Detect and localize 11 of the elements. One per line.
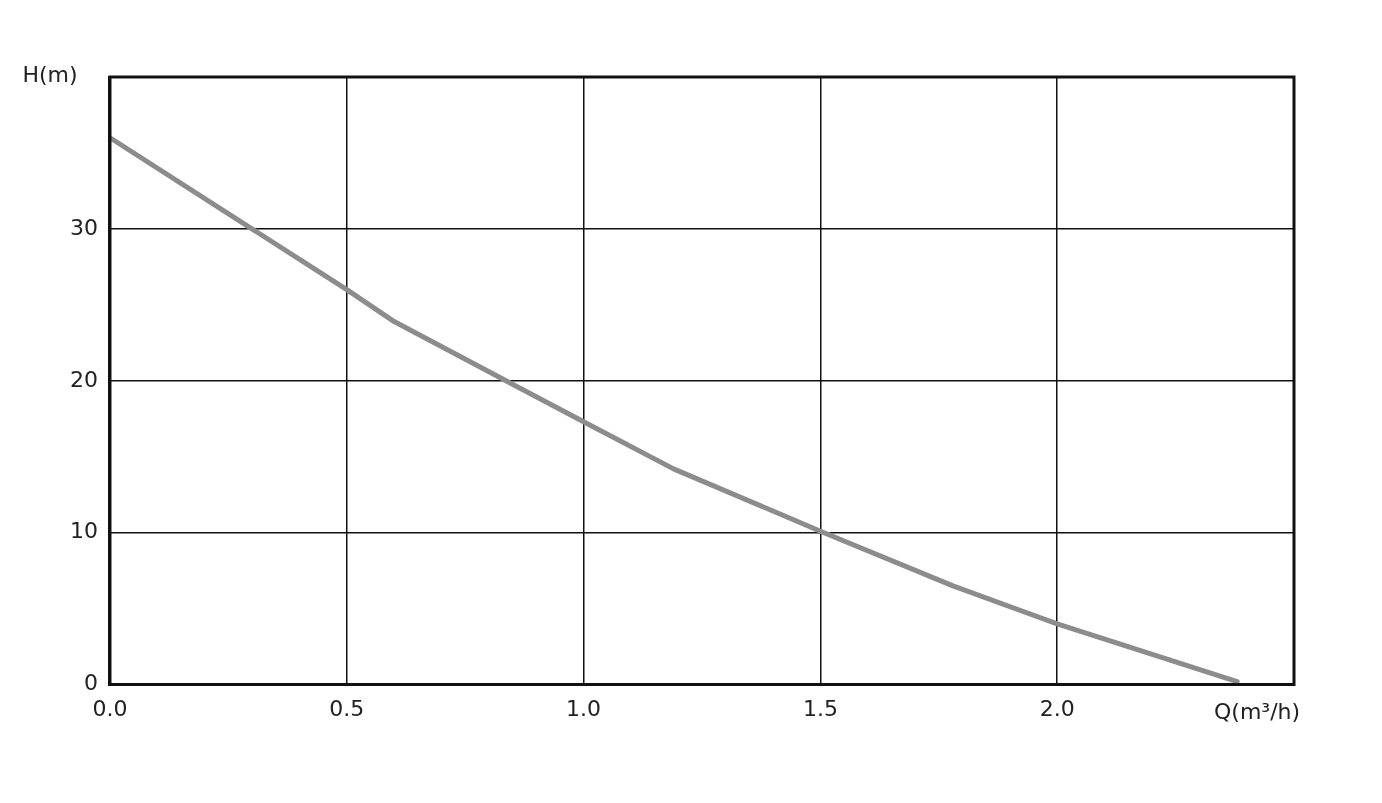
x-tick-label: 0.5 (329, 695, 365, 721)
x-tick-label: 1.0 (566, 695, 602, 721)
y-tick-label: 10 (69, 518, 98, 544)
y-axis-title: H(m) (22, 61, 78, 87)
y-tick-label: 0 (83, 670, 98, 696)
x-axis-title: Q(m³/h) (1214, 699, 1301, 725)
x-tick-label: 0.0 (92, 695, 128, 721)
y-tick-label: 30 (69, 214, 98, 240)
y-tick-label: 20 (69, 366, 98, 392)
x-tick-label: 2.0 (1039, 695, 1075, 721)
x-tick-label: 1.5 (802, 695, 838, 721)
